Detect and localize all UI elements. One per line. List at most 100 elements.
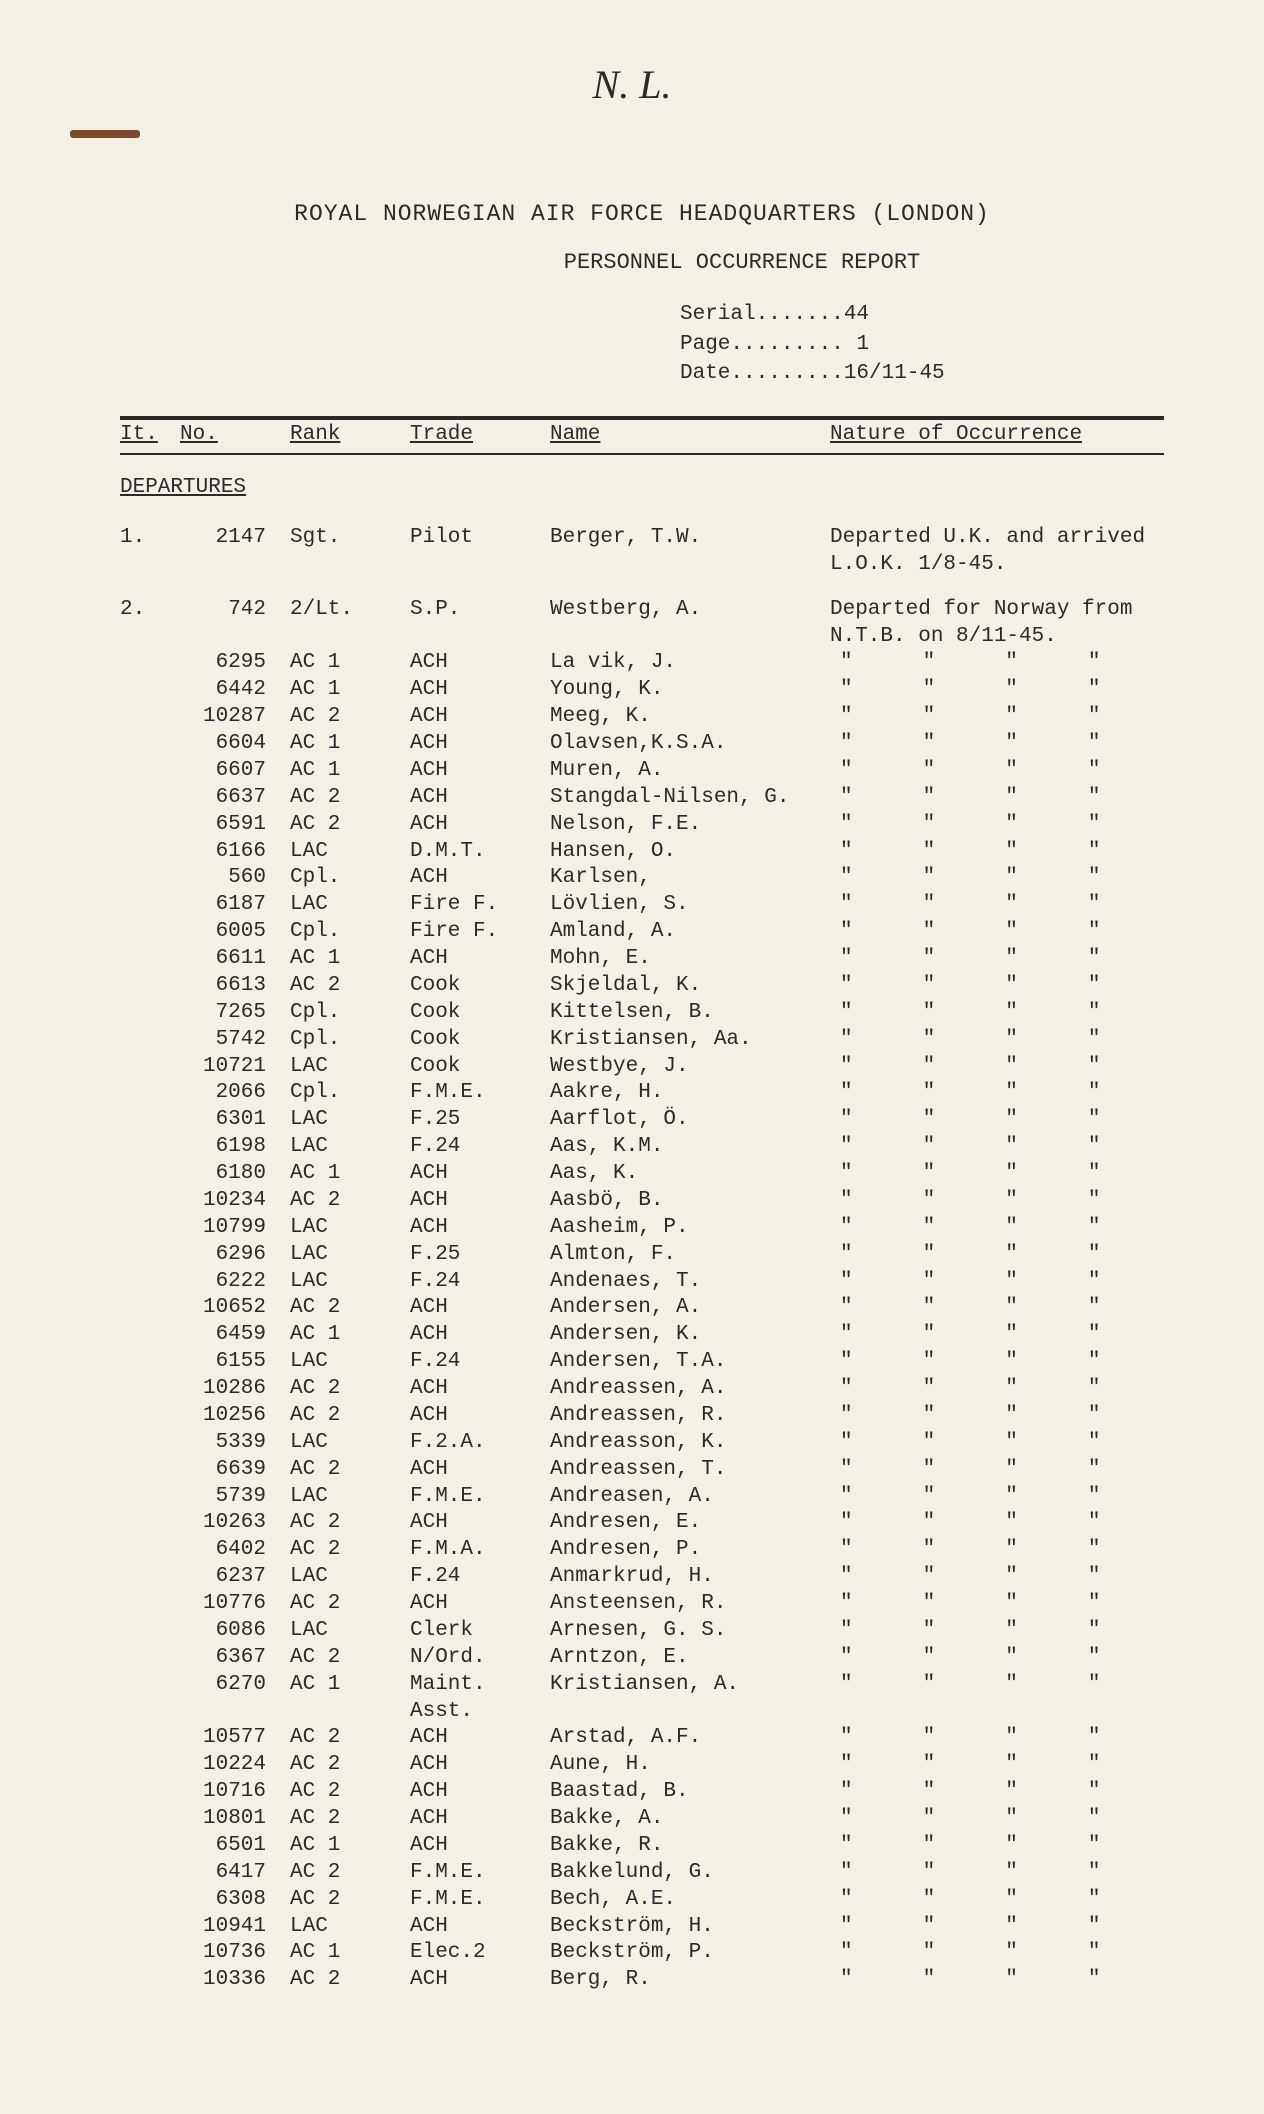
table-row: Asst. <box>120 1699 1164 1726</box>
cell-nature-ditto: """" <box>830 1618 1164 1645</box>
table-row: L.O.K. 1/8-45. <box>120 552 1164 579</box>
ditto-mark: " <box>840 1779 853 1806</box>
ditto-mark: " <box>840 1591 853 1618</box>
table-row: 6417AC 2F.M.E.Bakkelund, G."""" <box>120 1860 1164 1887</box>
cell-no: 6501 <box>180 1833 290 1860</box>
table-row: 10286AC 2ACHAndreassen, A."""" <box>120 1376 1164 1403</box>
cell-nature-ditto: """" <box>830 1107 1164 1134</box>
cell-no: 6005 <box>180 919 290 946</box>
table-row: 6301LACF.25Aarflot, Ö."""" <box>120 1107 1164 1134</box>
cell-nature-ditto: """" <box>830 1376 1164 1403</box>
ditto-mark: " <box>840 1725 853 1752</box>
rule-thin <box>120 453 1164 455</box>
ditto-mark: " <box>923 1107 936 1134</box>
cell-rank: AC 2 <box>290 1752 410 1779</box>
cell-name: Arstad, A.F. <box>550 1725 830 1752</box>
ditto-mark: " <box>840 892 853 919</box>
cell-trade: ACH <box>410 1914 550 1941</box>
ditto-mark: " <box>1088 731 1101 758</box>
table-row: 6237LACF.24Anmarkrud, H."""" <box>120 1564 1164 1591</box>
ditto-mark: " <box>1088 650 1101 677</box>
cell-nature-ditto: """" <box>830 1430 1164 1457</box>
cell-nature-ditto: """" <box>830 973 1164 1000</box>
ditto-mark: " <box>840 1188 853 1215</box>
ditto-mark: " <box>840 1887 853 1914</box>
table-row: 10577AC 2ACHArstad, A.F."""" <box>120 1725 1164 1752</box>
cell-nature-ditto: """" <box>830 1134 1164 1161</box>
ditto-mark: " <box>1088 1269 1101 1296</box>
cell-nature-ditto: """" <box>830 946 1164 973</box>
cell-rank: AC 2 <box>290 973 410 1000</box>
ditto-mark: " <box>923 1376 936 1403</box>
ditto-mark: " <box>923 1430 936 1457</box>
cell-trade: F.2.A. <box>410 1430 550 1457</box>
cell-trade: Fire F. <box>410 919 550 946</box>
ditto-mark: " <box>840 650 853 677</box>
cell-rank: LAC <box>290 1914 410 1941</box>
cell-name: Stangdal-Nilsen, G. <box>550 785 830 812</box>
ditto-mark: " <box>1005 1054 1018 1081</box>
ditto-mark: " <box>1005 1484 1018 1511</box>
ditto-mark: " <box>1005 1725 1018 1752</box>
ditto-mark: " <box>1088 1779 1101 1806</box>
ditto-mark: " <box>1005 1107 1018 1134</box>
cell-name: Lövlien, S. <box>550 892 830 919</box>
ditto-mark: " <box>840 919 853 946</box>
cell-no: 10287 <box>180 704 290 731</box>
cell-no: 10721 <box>180 1054 290 1081</box>
cell-trade: ACH <box>410 1510 550 1537</box>
table-row: 10721LACCookWestbye, J."""" <box>120 1054 1164 1081</box>
table-row: 6180AC 1ACHAas, K."""" <box>120 1161 1164 1188</box>
cell-no: 6237 <box>180 1564 290 1591</box>
ditto-mark: " <box>840 1107 853 1134</box>
col-header-it: It. <box>120 422 180 448</box>
cell-nature-ditto: """" <box>830 1027 1164 1054</box>
ditto-mark: " <box>1005 1430 1018 1457</box>
cell-nature: Departed for Norway from <box>830 597 1164 624</box>
cell-no: 2066 <box>180 1080 290 1107</box>
cell-name: Skjeldal, K. <box>550 973 830 1000</box>
table-row: 6222LACF.24Andenaes, T."""" <box>120 1269 1164 1296</box>
cell-nature-ditto: """" <box>830 1806 1164 1833</box>
cell-nature-ditto: """" <box>830 892 1164 919</box>
ditto-mark: " <box>840 1860 853 1887</box>
cell-no: 6367 <box>180 1645 290 1672</box>
cell-nature-ditto: """" <box>830 1080 1164 1107</box>
cell-trade: N/Ord. <box>410 1645 550 1672</box>
cell-name: Aakre, H. <box>550 1080 830 1107</box>
cell-trade: ACH <box>410 1833 550 1860</box>
ditto-mark: " <box>923 1161 936 1188</box>
cell-rank: AC 1 <box>290 758 410 785</box>
ditto-mark: " <box>1088 1430 1101 1457</box>
table-row: 10941LACACHBeckström, H."""" <box>120 1914 1164 1941</box>
cell-nature-ditto: """" <box>830 1188 1164 1215</box>
cell-name: Andresen, P. <box>550 1537 830 1564</box>
ditto-mark: " <box>923 1510 936 1537</box>
ditto-mark: " <box>1005 785 1018 812</box>
cell-trade: F.M.E. <box>410 1887 550 1914</box>
cell-name: Beckström, P. <box>550 1940 830 1967</box>
ditto-mark: " <box>1005 1376 1018 1403</box>
ditto-mark: " <box>840 1322 853 1349</box>
cell-nature-ditto: """" <box>830 1000 1164 1027</box>
cell-nature-ditto: """" <box>830 865 1164 892</box>
cell-no: 5739 <box>180 1484 290 1511</box>
ditto-mark: " <box>923 1484 936 1511</box>
section-heading: DEPARTURES <box>120 475 1164 501</box>
cell-name: Hansen, O. <box>550 839 830 866</box>
cell-no: 6611 <box>180 946 290 973</box>
ditto-mark: " <box>1005 1322 1018 1349</box>
table-row: 6005Cpl.Fire F.Amland, A."""" <box>120 919 1164 946</box>
ditto-mark: " <box>1005 1591 1018 1618</box>
cell-nature-ditto: """" <box>830 1215 1164 1242</box>
cell-nature-ditto: """" <box>830 919 1164 946</box>
table-row: 6591AC 2ACHNelson, F.E."""" <box>120 812 1164 839</box>
cell-trade: ACH <box>410 946 550 973</box>
cell-name: Muren, A. <box>550 758 830 785</box>
ditto-mark: " <box>1088 1080 1101 1107</box>
staple-mark <box>70 130 140 138</box>
cell-name: Karlsen, <box>550 865 830 892</box>
cell-trade: ACH <box>410 1322 550 1349</box>
ditto-mark: " <box>923 892 936 919</box>
ditto-mark: " <box>923 1887 936 1914</box>
